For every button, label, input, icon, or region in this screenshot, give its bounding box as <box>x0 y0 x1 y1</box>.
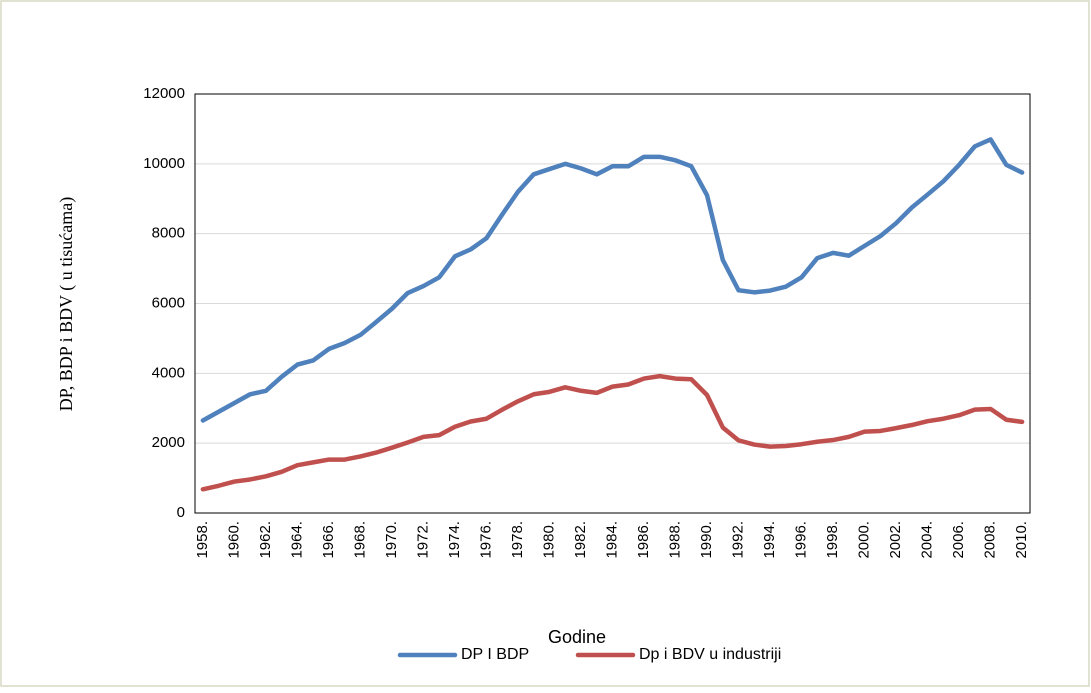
x-axis-title: Godine <box>548 627 606 647</box>
x-tick-label: 1988. <box>666 521 683 559</box>
x-tick-label: 1990. <box>698 521 715 559</box>
x-tick-label: 1962. <box>257 521 274 559</box>
y-tick-label: 0 <box>177 504 185 521</box>
x-tick-label: 1978. <box>509 521 526 559</box>
x-tick-label: 2008. <box>982 521 999 559</box>
x-tick-label: 1992. <box>730 521 747 559</box>
x-tick-label: 1998. <box>824 521 841 559</box>
x-tick-label: 1984. <box>603 521 620 559</box>
y-tick-label: 2000 <box>152 434 185 451</box>
x-tick-label: 1986. <box>635 521 652 559</box>
y-tick-label: 8000 <box>152 225 185 242</box>
y-tick-label: 6000 <box>152 294 185 311</box>
x-tick-label: 2010. <box>1013 521 1030 559</box>
x-tick-label: 1972. <box>414 521 431 559</box>
y-tick-label: 10000 <box>143 155 185 172</box>
legend-label: Dp i BDV u industriji <box>639 646 781 663</box>
x-tick-label: 1974. <box>446 521 463 559</box>
data-line <box>200 373 1025 492</box>
y-tick-label: 4000 <box>152 364 185 381</box>
x-tick-label: 2002. <box>887 521 904 559</box>
x-tick-label: 1968. <box>351 521 368 559</box>
x-tick-label: 1966. <box>320 521 337 559</box>
data-line <box>200 137 1025 423</box>
x-tick-label: 1976. <box>477 521 494 559</box>
x-tick-label: 1958. <box>194 521 211 559</box>
x-tick-label: 2000. <box>856 521 873 559</box>
x-tick-label: 2004. <box>919 521 936 559</box>
x-tick-label: 1994. <box>761 521 778 559</box>
legend-label: DP I BDP <box>461 646 529 663</box>
plot-border <box>194 93 1031 514</box>
x-tick-label: 1996. <box>793 521 810 559</box>
x-tick-label: 1980. <box>540 521 557 559</box>
x-tick-label: 1970. <box>383 521 400 559</box>
x-tick-label: 1982. <box>572 521 589 559</box>
x-tick-label: 2006. <box>950 521 967 559</box>
x-tick-label: 1964. <box>288 521 305 559</box>
y-axis-title: DP, BDP i BDV ( u tisućama) <box>56 197 77 412</box>
x-tick-label: 1960. <box>225 521 242 559</box>
y-tick-label: 12000 <box>143 85 185 102</box>
